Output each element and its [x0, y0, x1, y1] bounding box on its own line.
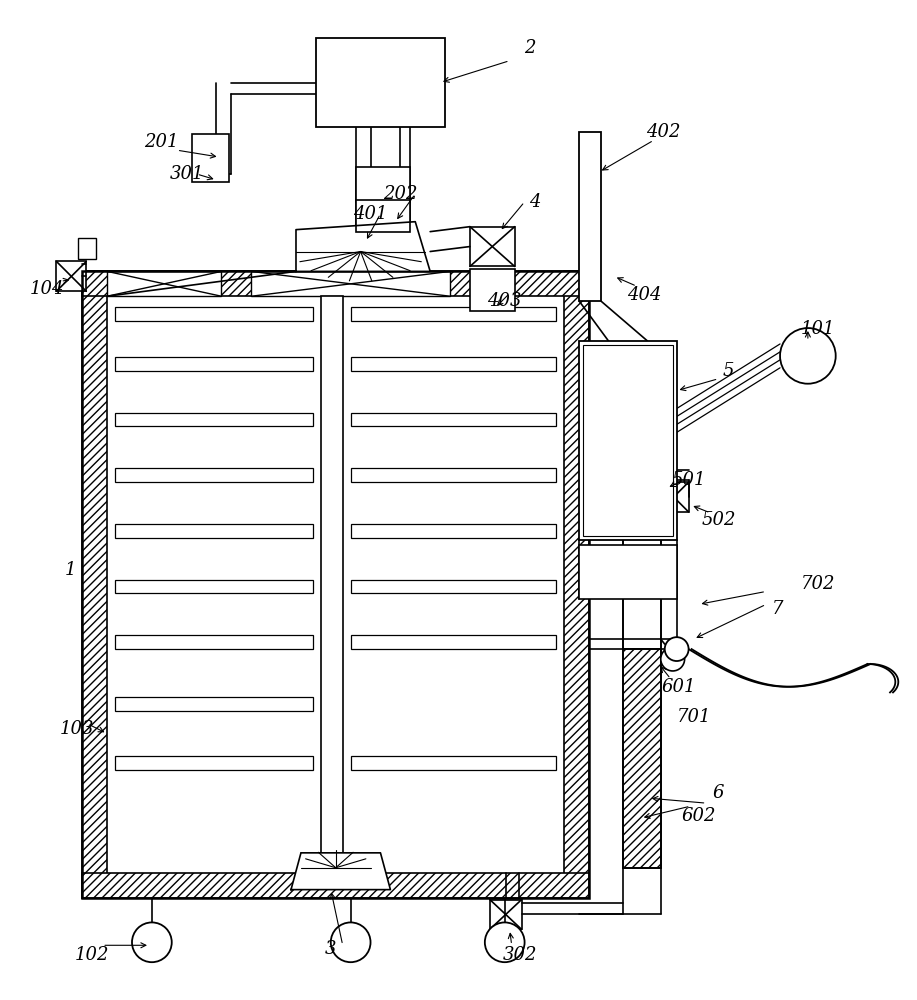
Bar	[470, 269, 514, 311]
Polygon shape	[291, 853, 391, 890]
Bar	[116, 413, 313, 426]
Text: 201: 201	[145, 133, 179, 151]
Text: 502: 502	[702, 511, 735, 529]
Text: 403: 403	[488, 292, 522, 310]
Circle shape	[661, 647, 685, 671]
Circle shape	[331, 922, 370, 962]
Text: 301: 301	[170, 165, 204, 183]
Bar	[192, 134, 229, 182]
Bar	[83, 873, 590, 898]
Bar	[564, 271, 590, 898]
Text: 103: 103	[61, 720, 94, 738]
Text: 601: 601	[661, 678, 696, 696]
Bar	[350, 580, 557, 593]
Text: 1: 1	[64, 561, 76, 579]
Bar	[658, 482, 689, 512]
Circle shape	[485, 922, 525, 962]
Text: 302: 302	[503, 946, 536, 964]
Bar	[107, 271, 221, 296]
Bar	[116, 307, 313, 321]
Text: 701: 701	[677, 708, 711, 726]
Bar	[350, 468, 557, 482]
Bar	[350, 357, 557, 371]
Text: 4: 4	[529, 193, 540, 211]
Bar	[116, 756, 313, 770]
Bar	[350, 413, 557, 426]
Bar	[116, 468, 313, 482]
Bar	[57, 261, 86, 291]
Bar	[116, 697, 313, 711]
Bar	[580, 545, 677, 599]
Bar	[356, 167, 410, 202]
Bar	[116, 357, 313, 371]
Bar	[321, 296, 343, 873]
Text: 2: 2	[524, 39, 536, 57]
Bar	[350, 307, 557, 321]
Bar	[490, 900, 522, 929]
Text: 104: 104	[29, 280, 64, 298]
Bar	[583, 345, 673, 536]
Polygon shape	[296, 222, 430, 271]
Bar	[83, 271, 590, 296]
Bar	[78, 238, 96, 259]
Text: 101: 101	[801, 320, 835, 338]
Bar	[623, 649, 661, 868]
Bar	[350, 756, 557, 770]
Bar	[83, 271, 590, 898]
Bar	[116, 580, 313, 593]
Bar	[580, 132, 602, 301]
Circle shape	[132, 922, 171, 962]
Bar	[315, 38, 445, 127]
Text: 702: 702	[801, 575, 835, 593]
Text: 202: 202	[383, 185, 417, 203]
Bar	[251, 271, 450, 296]
Circle shape	[780, 328, 835, 384]
Bar	[356, 200, 410, 232]
Text: 501: 501	[671, 471, 706, 489]
Bar	[350, 635, 557, 649]
Bar	[107, 296, 564, 873]
Bar	[623, 649, 661, 868]
Circle shape	[665, 637, 689, 661]
Bar	[83, 271, 107, 898]
Bar	[350, 524, 557, 538]
Bar	[580, 341, 677, 540]
Text: 3: 3	[325, 940, 337, 958]
Bar	[470, 227, 514, 266]
Text: 402: 402	[646, 123, 681, 141]
Text: 401: 401	[353, 205, 388, 223]
Text: 404: 404	[626, 286, 661, 304]
Bar	[116, 635, 313, 649]
Text: 102: 102	[75, 946, 109, 964]
Text: 7: 7	[772, 600, 784, 618]
Bar	[116, 524, 313, 538]
Text: 6: 6	[713, 784, 724, 802]
Text: 5: 5	[723, 362, 735, 380]
Text: 602: 602	[681, 807, 716, 825]
